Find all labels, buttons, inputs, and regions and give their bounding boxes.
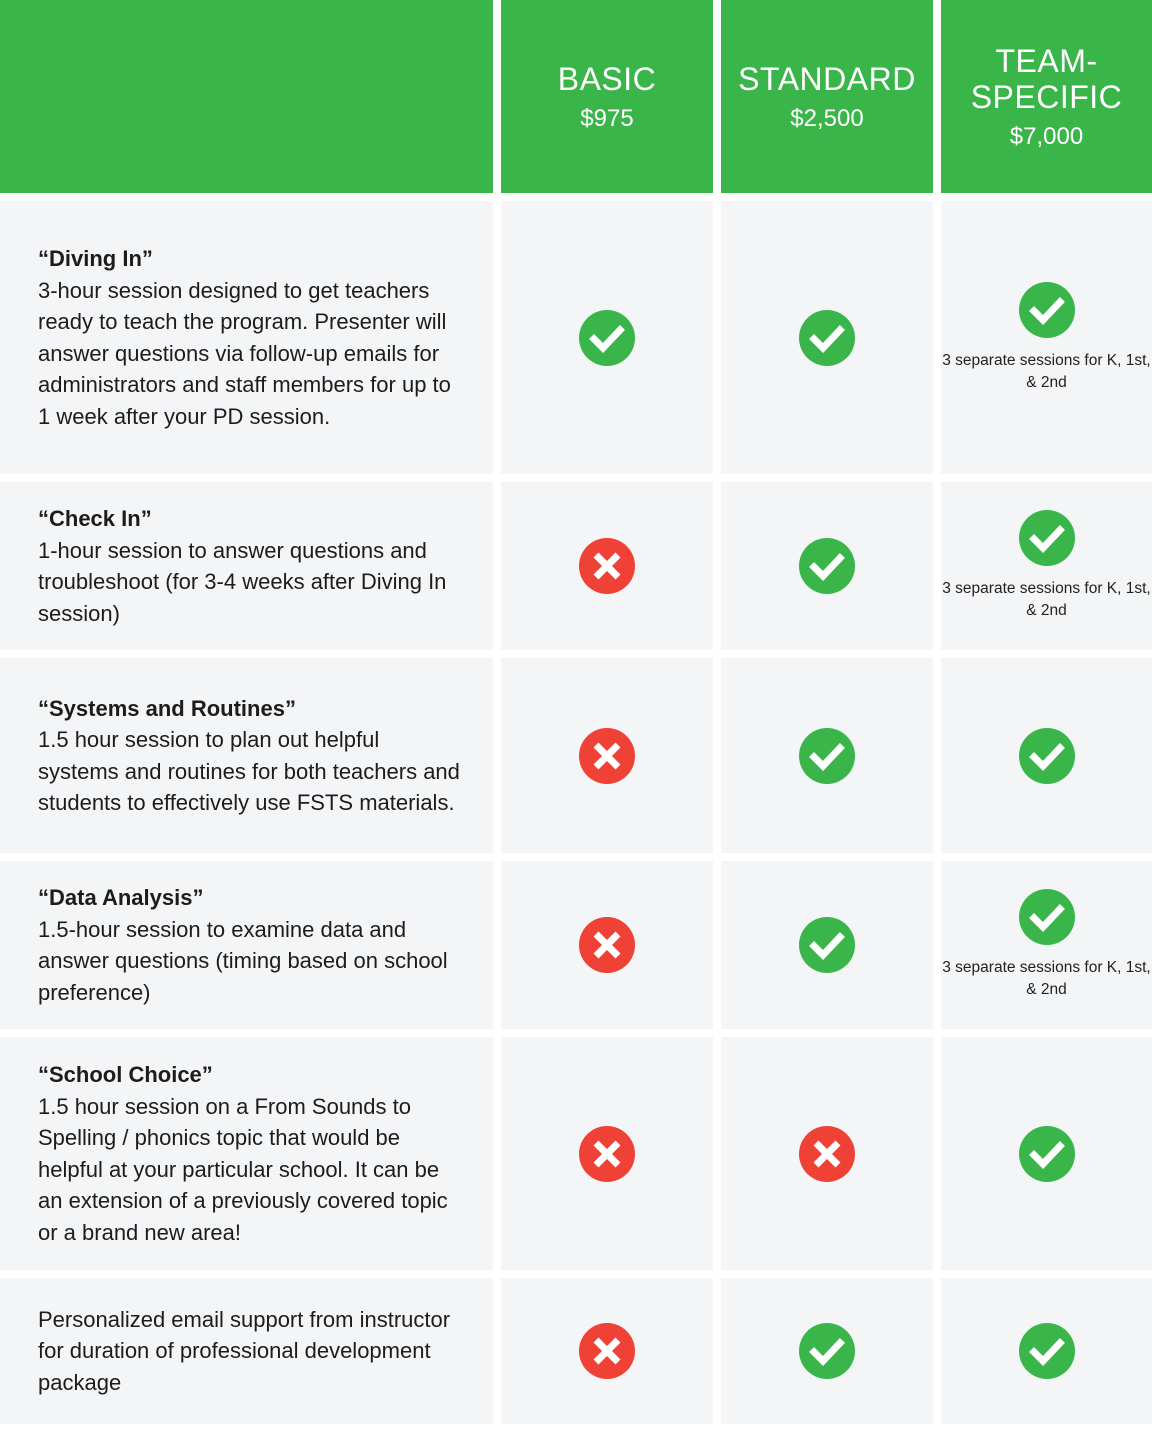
- tier-header-basic: BASIC $975: [501, 0, 713, 193]
- tier-name: STANDARD: [738, 60, 916, 97]
- feature-cell: “Check In” 1-hour session to answer quest…: [0, 482, 493, 650]
- tier-cell-basic: [501, 482, 713, 650]
- tier-cell-standard: [721, 1278, 933, 1424]
- tier-cell-basic: [501, 658, 713, 853]
- feature-description: Personalized email support from instruct…: [38, 1306, 451, 1395]
- tier-cell-team-specific: [941, 658, 1152, 853]
- tier-cell-team-specific: [941, 1278, 1152, 1424]
- tier-price: $975: [580, 104, 634, 132]
- tier-price: $2,500: [790, 104, 864, 132]
- cross-icon: [579, 1125, 635, 1182]
- check-icon: [799, 727, 855, 784]
- check-icon: [1018, 889, 1075, 945]
- tier-cell-basic: [501, 1278, 713, 1424]
- cross-icon: [799, 1125, 855, 1182]
- session-note: 3 separate sessions for K, 1st, & 2nd: [942, 351, 1151, 391]
- feature-title: “Diving In”: [38, 246, 153, 271]
- check-icon: [1018, 727, 1075, 784]
- feature-description: 1-hour session to answer questions and t…: [38, 537, 447, 626]
- feature-description: 1.5 hour session on a From Sounds to Spe…: [38, 1093, 448, 1245]
- tier-cell-team-specific: 3 separate sessions for K, 1st, & 2nd: [941, 201, 1152, 474]
- check-icon: [799, 917, 855, 973]
- tier-cell-basic: [501, 861, 713, 1029]
- check-icon: [1018, 1323, 1075, 1379]
- tier-header-team-specific: TEAM-SPECIFIC $7,000: [941, 0, 1152, 193]
- check-icon: [799, 538, 855, 594]
- tier-cell-basic: [501, 201, 713, 474]
- check-icon: [1018, 1125, 1075, 1182]
- cross-icon: [579, 1323, 635, 1379]
- feature-description: 3-hour session designed to get teachers …: [38, 277, 451, 429]
- tier-cell-standard: [721, 1037, 933, 1270]
- tier-name: TEAM-SPECIFIC: [970, 42, 1123, 115]
- session-note: 3 separate sessions for K, 1st, & 2nd: [942, 959, 1151, 998]
- feature-cell: “Data Analysis” 1.5-hour session to exami…: [0, 861, 493, 1029]
- tier-price: $7,000: [1009, 122, 1084, 150]
- tier-cell-standard: [721, 482, 933, 650]
- check-icon: [579, 309, 635, 366]
- feature-title: “School Choice”: [38, 1062, 213, 1087]
- header-blank: [0, 0, 493, 193]
- tier-cell-standard: [721, 201, 933, 474]
- feature-cell: “Systems and Routines” 1.5 hour session t…: [0, 658, 493, 853]
- cross-icon: [579, 727, 635, 784]
- tier-cell-standard: [721, 861, 933, 1029]
- cross-icon: [579, 538, 635, 594]
- feature-cell: “School Choice” 1.5 hour session on a Fro…: [0, 1037, 493, 1270]
- feature-description: 1.5 hour session to plan out helpful sys…: [38, 727, 460, 815]
- feature-cell: Personalized email support from instruct…: [0, 1278, 493, 1424]
- feature-title: “Check In”: [38, 506, 152, 531]
- check-icon: [1018, 510, 1075, 566]
- feature-title: “Data Analysis”: [38, 885, 204, 910]
- tier-cell-standard: [721, 658, 933, 853]
- feature-cell: “Diving In” 3-hour session designed to ge…: [0, 201, 493, 474]
- tier-cell-team-specific: 3 separate sessions for K, 1st, & 2nd: [941, 482, 1152, 650]
- check-icon: [1018, 281, 1075, 338]
- feature-title: “Systems and Routines”: [38, 695, 296, 721]
- session-note: 3 separate sessions for K, 1st, & 2nd: [942, 580, 1151, 619]
- tier-header-standard: STANDARD $2,500: [721, 0, 933, 193]
- check-icon: [799, 1323, 855, 1379]
- tier-cell-basic: [501, 1037, 713, 1270]
- tier-cell-team-specific: 3 separate sessions for K, 1st, & 2nd: [941, 861, 1152, 1029]
- cross-icon: [579, 917, 635, 973]
- feature-description: 1.5-hour session to examine data and ans…: [38, 916, 448, 1005]
- check-icon: [799, 309, 855, 366]
- tier-cell-team-specific: [941, 1037, 1152, 1270]
- tier-name: BASIC: [557, 60, 657, 97]
